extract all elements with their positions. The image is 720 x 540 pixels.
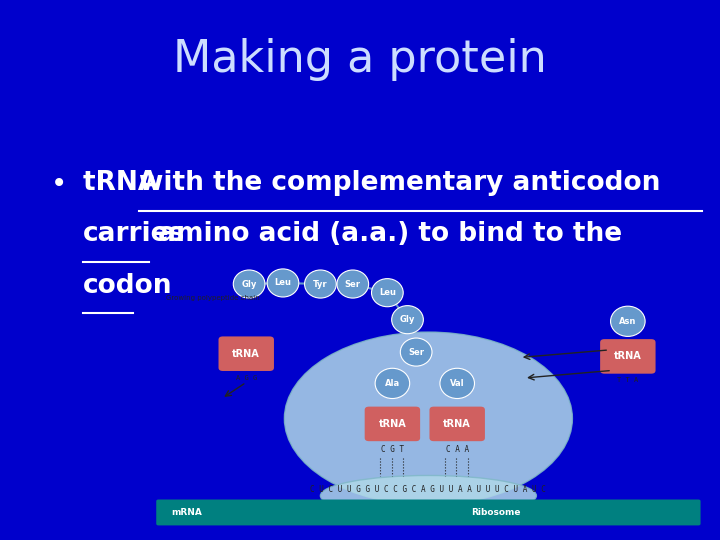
FancyBboxPatch shape xyxy=(219,336,274,371)
FancyBboxPatch shape xyxy=(600,339,655,374)
Ellipse shape xyxy=(267,269,299,297)
Text: C G T: C G T xyxy=(381,445,404,454)
Ellipse shape xyxy=(305,270,336,298)
FancyBboxPatch shape xyxy=(429,407,485,441)
Text: Val: Val xyxy=(450,379,464,388)
Text: Ser: Ser xyxy=(408,348,424,356)
Text: Growing polypeptide chain: Growing polypeptide chain xyxy=(166,295,259,301)
Text: Ala: Ala xyxy=(384,379,400,388)
Ellipse shape xyxy=(372,279,403,307)
Text: Ribosome: Ribosome xyxy=(472,508,521,517)
Text: C U C U U G G U C C G C A G U U A A U U U C U A U C: C U C U U G G U C C G C A G U U A A U U … xyxy=(310,485,546,494)
Text: tRNA: tRNA xyxy=(444,419,471,429)
Ellipse shape xyxy=(233,270,265,298)
Ellipse shape xyxy=(440,368,474,399)
Text: amino acid (a.a.) to bind to the: amino acid (a.a.) to bind to the xyxy=(149,221,622,247)
Text: Asn: Asn xyxy=(619,317,636,326)
Text: A G G: A G G xyxy=(235,375,257,381)
Text: tRNA: tRNA xyxy=(379,419,406,429)
Text: C A A: C A A xyxy=(446,445,469,454)
Text: Leu: Leu xyxy=(379,288,396,297)
Text: Gly: Gly xyxy=(241,280,257,288)
Text: Leu: Leu xyxy=(274,279,292,287)
Text: Tyr: Tyr xyxy=(313,280,328,288)
Ellipse shape xyxy=(284,332,572,505)
Text: Making a protein: Making a protein xyxy=(173,38,547,81)
Text: tRNA: tRNA xyxy=(83,170,167,196)
Text: •: • xyxy=(50,170,67,198)
Ellipse shape xyxy=(611,306,645,336)
Text: carries: carries xyxy=(83,221,185,247)
Text: codon: codon xyxy=(83,273,172,299)
FancyBboxPatch shape xyxy=(365,407,420,441)
Ellipse shape xyxy=(375,368,410,399)
Ellipse shape xyxy=(400,338,432,366)
Text: with the complementary anticodon: with the complementary anticodon xyxy=(139,170,660,196)
Ellipse shape xyxy=(320,475,536,516)
FancyBboxPatch shape xyxy=(156,500,701,525)
Text: Ser: Ser xyxy=(345,280,361,288)
Text: Gly: Gly xyxy=(400,315,415,324)
Ellipse shape xyxy=(392,306,423,334)
Text: T T A: T T A xyxy=(617,377,639,383)
Text: tRNA: tRNA xyxy=(614,352,642,361)
Text: mRNA: mRNA xyxy=(171,508,202,517)
Text: tRNA: tRNA xyxy=(233,349,260,359)
Ellipse shape xyxy=(337,270,369,298)
